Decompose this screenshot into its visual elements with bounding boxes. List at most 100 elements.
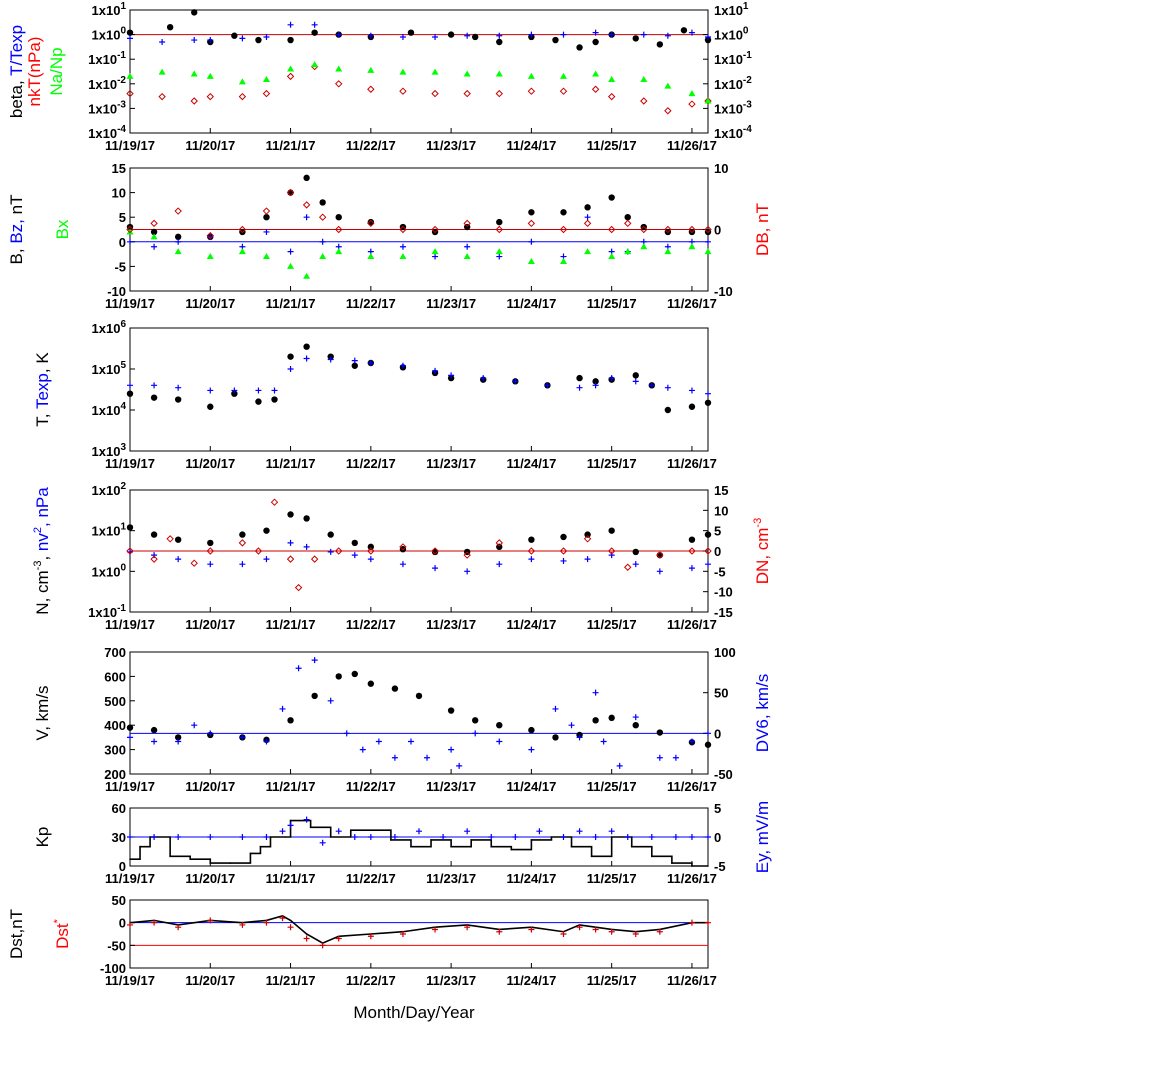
data-point	[530, 839, 533, 841]
data-point	[239, 531, 246, 538]
data-point	[688, 90, 696, 97]
y-tick-label: 5	[119, 210, 126, 225]
series-beta	[126, 9, 712, 51]
y-tick-label: 1x100	[92, 562, 127, 579]
data-point	[704, 547, 712, 555]
y-tick-label: 0	[119, 235, 126, 250]
data-point	[632, 372, 639, 379]
data-point	[295, 665, 302, 672]
x-tick-label: 11/26/17	[667, 973, 717, 988]
right-y-tick-label: 15	[714, 483, 728, 498]
data-point	[399, 543, 407, 551]
data-point	[310, 555, 319, 563]
data-point	[456, 762, 463, 769]
data-point	[303, 343, 310, 350]
data-point	[608, 828, 615, 835]
data-point	[528, 746, 535, 753]
left-y-axis-label-2: Dst*	[52, 918, 72, 949]
series-T/Texp	[127, 21, 711, 46]
data-point	[431, 89, 439, 98]
data-point	[576, 384, 583, 391]
data-point	[127, 834, 133, 840]
series-Bz	[127, 214, 711, 260]
data-point	[319, 199, 326, 206]
data-point	[262, 207, 271, 215]
right-y-axis-label-part: DN, cm	[753, 528, 772, 585]
data-point	[470, 839, 472, 841]
y-tick-label: 30	[112, 830, 126, 845]
data-point	[576, 734, 583, 741]
data-point	[287, 924, 294, 931]
data-point	[127, 734, 133, 741]
data-point	[664, 32, 671, 39]
x-tick-label: 11/19/17	[105, 138, 155, 153]
x-tick-label: 11/23/17	[426, 456, 476, 471]
data-point	[512, 834, 519, 840]
y-tick-label: 400	[104, 718, 126, 733]
data-point	[607, 225, 616, 234]
data-point	[190, 70, 198, 77]
y-tick-label: 1x10-1	[88, 50, 126, 67]
data-point	[528, 556, 535, 563]
x-tick-label: 11/23/17	[426, 138, 476, 153]
data-point	[335, 225, 343, 234]
data-point	[367, 85, 375, 93]
data-point	[279, 915, 286, 922]
series-DN	[126, 498, 712, 592]
y-tick-label: 10	[112, 186, 126, 201]
data-point	[632, 35, 639, 42]
data-point	[335, 935, 342, 942]
data-point	[391, 754, 398, 761]
data-point	[327, 531, 334, 538]
left-y-axis-label-part: Bz,	[7, 214, 26, 243]
y-tick-label: 500	[104, 694, 126, 709]
data-point	[335, 248, 343, 255]
data-point	[367, 933, 374, 940]
data-point	[664, 384, 671, 391]
data-point	[510, 848, 513, 851]
data-point	[608, 714, 615, 722]
x-tick-label: 11/26/17	[667, 617, 717, 632]
data-point	[367, 834, 374, 840]
x-tick-label: 11/24/17	[506, 296, 556, 311]
data-point	[206, 547, 214, 555]
data-point	[560, 209, 567, 216]
right-y-tick-label: -5	[714, 859, 726, 874]
x-tick-label: 11/22/17	[346, 617, 396, 632]
data-point	[472, 730, 479, 737]
data-point	[231, 387, 238, 394]
right-y-tick-label: 0	[714, 544, 721, 559]
data-point	[238, 539, 247, 547]
data-point	[552, 705, 559, 712]
x-tick-label: 11/19/17	[105, 973, 155, 988]
data-point	[528, 238, 535, 245]
data-point	[576, 44, 583, 51]
x-tick-label: 11/23/17	[426, 973, 476, 988]
data-point	[126, 89, 134, 98]
data-point	[624, 563, 632, 571]
data-point	[527, 87, 536, 95]
x-tick-label: 11/21/17	[266, 456, 316, 471]
data-point	[399, 225, 407, 234]
data-point	[496, 928, 503, 935]
data-point	[664, 406, 672, 414]
data-point	[286, 188, 295, 197]
data-point	[584, 556, 591, 563]
right-y-tick-label: -10	[714, 585, 733, 600]
data-point	[351, 362, 358, 369]
left-y-axis-label-part: N, cm	[33, 570, 52, 614]
data-point	[431, 248, 439, 255]
data-point	[175, 556, 182, 563]
data-point	[416, 828, 422, 835]
data-point	[311, 21, 318, 28]
data-point	[150, 726, 158, 734]
left-y-axis-label-part: 2	[32, 527, 44, 533]
data-point	[287, 366, 294, 372]
data-point	[496, 253, 503, 260]
data-point	[231, 390, 238, 397]
data-point	[150, 531, 158, 538]
y-tick-label: -10	[107, 284, 126, 299]
data-point	[335, 65, 343, 72]
left-y-axis-label-2-part: nkT(nPa)	[25, 37, 44, 107]
data-point	[174, 396, 182, 403]
